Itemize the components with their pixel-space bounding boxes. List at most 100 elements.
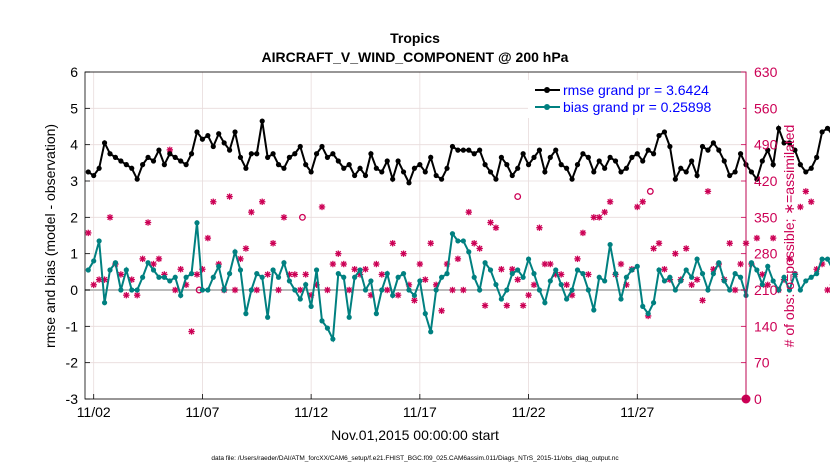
series-bias-point [286, 278, 292, 284]
series-bias-point [629, 267, 635, 273]
series-rmse-point [678, 165, 684, 171]
series-bias-point [275, 274, 282, 280]
series-rmse-point [770, 162, 776, 168]
x-tick-label: 11/02 [77, 404, 111, 420]
series-bias-point [661, 278, 668, 284]
series-rmse-point [466, 147, 472, 153]
obs-assimilated-marker [253, 286, 260, 294]
obs-assimilated-marker [155, 255, 163, 263]
series-bias-point [776, 287, 782, 293]
series-rmse-point [232, 129, 238, 135]
series-bias-point [737, 274, 744, 280]
series-rmse-point [667, 143, 673, 150]
obs-assimilated-marker [438, 307, 445, 314]
obs-assimilated-marker [737, 260, 744, 268]
series-bias-point [411, 292, 418, 299]
obs-assimilated-marker [731, 286, 739, 294]
obs-assimilated-marker [411, 297, 418, 304]
obs-assimilated-marker [193, 271, 201, 278]
obs-possible-marker [298, 213, 306, 221]
x-tick-label: 11/22 [512, 404, 546, 420]
obs-assimilated-marker [509, 266, 516, 273]
left-tick-label: 5 [70, 100, 78, 116]
x-tick-label: 11/07 [185, 404, 219, 420]
obs-assimilated-marker [536, 224, 543, 231]
series-bias-point [417, 278, 423, 284]
series-rmse-point [455, 147, 461, 153]
series-rmse-point [438, 176, 445, 182]
series-bias-point [770, 278, 776, 284]
series-bias-point [710, 271, 716, 277]
series-rmse-point [721, 158, 727, 164]
series-bias-point [313, 267, 320, 273]
series-bias-point [455, 238, 461, 244]
legend-rmse-marker [544, 87, 550, 93]
obs-assimilated-marker [95, 276, 103, 283]
series-bias-point [330, 336, 336, 342]
obs-assimilated-marker [503, 302, 511, 309]
series-bias-point [221, 287, 227, 293]
series-rmse-point [819, 129, 825, 135]
obs-assimilated-marker [106, 214, 114, 221]
chart-title-line1: Tropics [390, 30, 440, 46]
right-tick-label: 0 [754, 391, 762, 407]
obs-assimilated-marker [302, 271, 309, 278]
series-rmse-point [210, 143, 216, 150]
series-rmse-point [145, 154, 151, 160]
series-rmse-point [118, 158, 124, 164]
series-bias-point [759, 281, 765, 288]
series-rmse-point [705, 147, 711, 153]
series-rmse-point [335, 158, 341, 164]
obs-assimilated-marker [400, 250, 407, 257]
series-bias-point [226, 271, 233, 277]
series-rmse-point [482, 162, 488, 168]
legend-rmse-label: rmse grand pr = 3.6424 [563, 82, 709, 98]
series-rmse-point [390, 176, 396, 182]
obs-assimilated-marker [166, 146, 173, 154]
series-rmse-point [194, 129, 200, 135]
series-rmse-point [433, 172, 439, 179]
series-rmse-point [324, 154, 331, 160]
obs-assimilated-marker [574, 255, 581, 263]
series-bias-point [134, 287, 140, 293]
series-bias-point [362, 287, 369, 293]
obs-assimilated-marker [373, 260, 380, 268]
series-bias-point [792, 271, 798, 277]
series-bias-point [694, 256, 700, 262]
series-rmse-point [487, 169, 494, 175]
series-rmse-point [569, 176, 575, 182]
obs-assimilated-marker [547, 260, 554, 268]
series-bias-point [678, 278, 684, 284]
series-rmse-point [689, 158, 695, 164]
series-bias-point [352, 274, 358, 280]
series-bias-point [308, 303, 314, 309]
obs-assimilated-marker [563, 281, 570, 289]
obs-assimilated-marker [650, 245, 657, 252]
series-bias-point [797, 287, 803, 293]
series-bias-point [754, 267, 760, 273]
series-rmse-point [602, 165, 608, 171]
series-bias-point [667, 274, 673, 280]
series-rmse-point [781, 140, 787, 146]
obs-assimilated-marker [210, 198, 217, 205]
series-bias-point [498, 296, 504, 302]
series-bias-point [438, 274, 445, 280]
series-bias-point [824, 256, 830, 262]
series-rmse-point [661, 129, 668, 135]
series-bias-point [596, 274, 602, 280]
series-rmse-point [313, 151, 320, 157]
obs-assimilated-marker [606, 198, 614, 205]
series-bias-point [85, 267, 91, 273]
series-bias-point [781, 274, 787, 280]
series-rmse-point [134, 176, 140, 182]
rmse-series [85, 118, 830, 186]
series-bias-point [640, 303, 646, 309]
x-tick-label: 11/27 [620, 404, 654, 420]
series-rmse-point [580, 151, 586, 157]
series-bias-point [281, 260, 287, 266]
obs-assimilated-marker [264, 271, 271, 278]
obs-assimilated-marker [324, 286, 331, 294]
series-bias-point [292, 287, 298, 293]
series-rmse-point [226, 147, 233, 153]
series-bias-point [493, 281, 499, 288]
